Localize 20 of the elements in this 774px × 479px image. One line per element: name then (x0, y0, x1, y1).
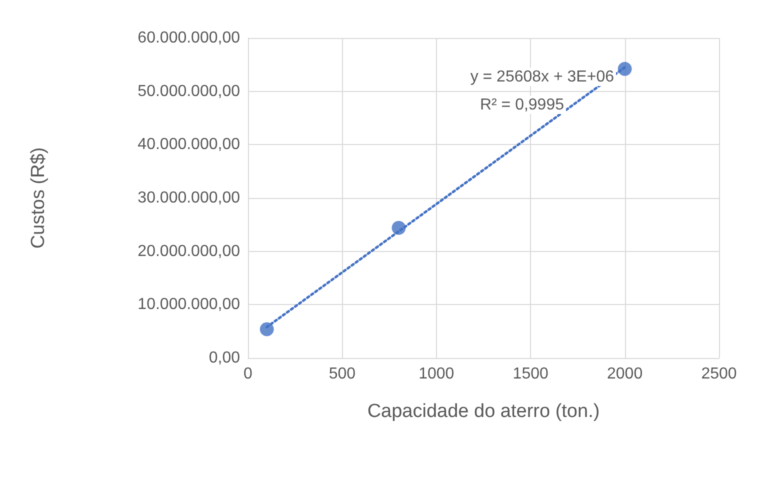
y-tick-label: 0,00 (208, 350, 240, 366)
y-tick-label: 40.000.000,00 (138, 136, 240, 154)
y-axis-title: Custos (R$) (28, 147, 49, 249)
x-tick-label: 1500 (512, 366, 548, 382)
y-tick-label: 50.000.000,00 (138, 82, 240, 100)
y-tick-label: 30.000.000,00 (138, 190, 240, 206)
annotation: y = 25608x + 3E+06 (470, 68, 614, 86)
y-tick-label: 20.000.000,00 (138, 242, 240, 260)
point (260, 322, 274, 336)
annotation: R² = 0,9995 (480, 96, 564, 114)
x-tick-label: 2000 (607, 366, 643, 382)
y-tick-label: 60.000.000,00 (138, 30, 240, 46)
x-tick-label: 0 (244, 366, 253, 382)
x-axis-title: Capacidade do aterro (ton.) (367, 401, 600, 422)
point (392, 220, 406, 235)
point (618, 62, 632, 76)
x-tick-label: 1000 (418, 366, 454, 382)
y-tick-label: 10.000.000,00 (138, 296, 240, 314)
x-tick-label: 2500 (701, 366, 737, 382)
x-tick-label: 500 (328, 366, 356, 382)
